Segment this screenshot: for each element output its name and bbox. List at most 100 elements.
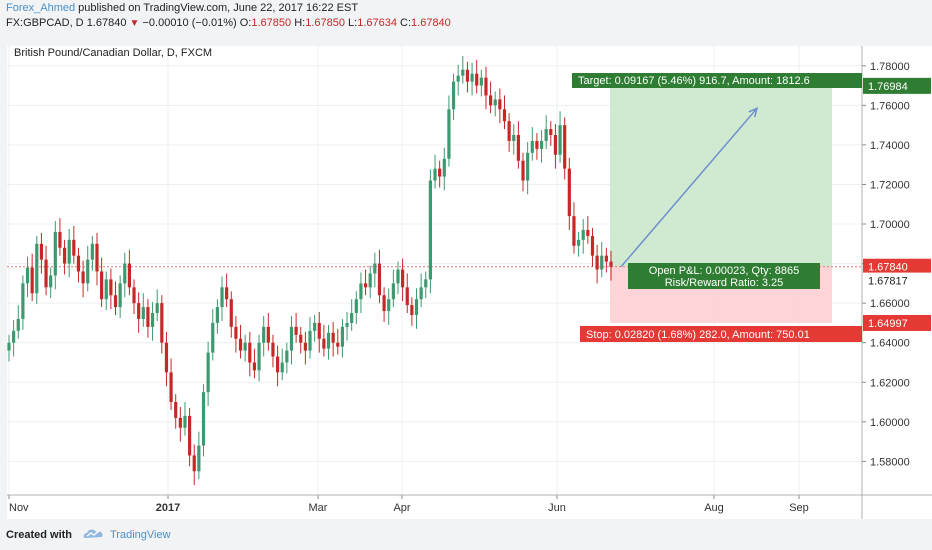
high-label: H: <box>294 17 306 29</box>
footer: Created with TradingView <box>0 520 932 550</box>
candle-body <box>586 229 590 236</box>
candle-body <box>137 303 141 319</box>
author-link[interactable]: Forex_Ahmed <box>6 2 76 14</box>
x-tick-label: Sep <box>789 502 809 514</box>
candle-body <box>127 263 131 288</box>
candle-body <box>581 229 585 240</box>
candle-body <box>456 75 460 82</box>
close-label: C: <box>400 17 412 29</box>
candle-body <box>266 326 270 343</box>
candle-body <box>21 283 25 319</box>
candle-body <box>313 322 317 331</box>
y-tick-label: 1.72000 <box>870 179 910 191</box>
candle-body <box>414 299 419 316</box>
candle-body <box>539 140 544 149</box>
candle-body <box>331 332 335 343</box>
close-value: 1.67840 <box>411 17 451 29</box>
candle-body <box>572 216 576 246</box>
risk-reward-label: Risk/Reward Ratio: 3.25 <box>665 277 784 289</box>
candle-body <box>53 231 57 276</box>
candle-body <box>169 372 173 403</box>
stop-price-tag: 1.64997 <box>868 318 908 330</box>
price-chart[interactable]: 1.580001.600001.620001.640001.660001.680… <box>0 38 932 520</box>
x-tick-label: Mar <box>309 502 328 514</box>
candle-body <box>303 342 307 351</box>
candle-body <box>507 121 511 141</box>
candle-body <box>363 283 368 288</box>
candle-body <box>484 77 488 96</box>
last-price-tag: 1.67840 <box>868 262 908 274</box>
y-tick-label: 1.66000 <box>870 298 910 310</box>
y-tick-label: 1.74000 <box>870 140 910 152</box>
candle-body <box>146 307 150 327</box>
publish-info: Forex_Ahmed published on TradingView.com… <box>6 2 358 14</box>
candle-body <box>558 125 562 155</box>
candle-body <box>299 334 303 343</box>
candle-body <box>405 287 409 306</box>
candle-body <box>451 81 456 110</box>
candle-body <box>248 342 252 363</box>
candle-body <box>419 287 423 300</box>
created-with-text: Created with <box>6 529 73 541</box>
candle-body <box>118 283 122 308</box>
stop-label: Stop: 0.02820 (1.68%) 282.0, Amount: 750… <box>586 329 810 341</box>
candle-body <box>174 402 178 418</box>
candle-body <box>183 415 187 428</box>
candle-body <box>387 299 391 312</box>
candle-body <box>7 342 11 351</box>
candle-body <box>350 313 354 323</box>
candle-body <box>206 352 210 393</box>
candle-body <box>211 322 215 353</box>
candle-body <box>12 330 16 343</box>
stop-price-tag-bg <box>863 314 931 331</box>
candle-body <box>433 168 437 181</box>
candle-body <box>86 259 90 284</box>
candle-body <box>600 255 604 270</box>
candle-body <box>373 263 377 274</box>
candle-body <box>396 269 400 284</box>
candle-body <box>391 283 395 300</box>
candle-body <box>90 243 94 260</box>
candle-body <box>428 180 432 280</box>
y-tick-label: 1.60000 <box>870 417 910 429</box>
candle-body <box>590 235 595 256</box>
candle-body <box>95 243 99 272</box>
pnl-label-bg <box>628 263 820 289</box>
y-tick-label: 1.62000 <box>870 377 910 389</box>
candle-body <box>521 160 525 181</box>
candle-body <box>382 295 386 312</box>
candle-body <box>410 305 414 316</box>
candle-body <box>308 330 312 351</box>
candle-body <box>377 263 382 296</box>
tradingview-link[interactable]: TradingView <box>110 529 171 541</box>
candle-body <box>35 243 39 294</box>
symbol-label: FX:GBPCAD, D <box>6 17 84 29</box>
candle-body <box>470 73 474 82</box>
candle-body <box>280 362 284 373</box>
candle-body <box>512 135 516 141</box>
current-price-tag-bg <box>863 272 931 289</box>
candle-body <box>100 271 104 300</box>
candle-body <box>275 356 280 373</box>
time-axis <box>7 495 932 519</box>
candle-body <box>104 279 108 300</box>
stop-label-bg <box>580 326 862 342</box>
candle-body <box>340 326 345 347</box>
current-price-tag: 1.67817 <box>868 276 908 288</box>
low-value: 1.67634 <box>357 17 397 29</box>
candle-body <box>345 322 349 327</box>
candle-body <box>58 231 62 248</box>
candle-body <box>123 263 127 284</box>
candle-body <box>113 295 118 308</box>
candle-body <box>354 299 358 314</box>
candle-body <box>225 287 229 300</box>
candle-body <box>502 109 507 122</box>
price-change: −0.00010 (−0.01%) <box>142 17 237 29</box>
candle-body <box>401 269 405 288</box>
candle-body <box>44 259 48 288</box>
candle-body <box>188 415 192 456</box>
candle-body <box>132 287 136 304</box>
candle-body <box>234 326 238 339</box>
candle-body <box>289 326 294 351</box>
candle-body <box>294 326 298 335</box>
